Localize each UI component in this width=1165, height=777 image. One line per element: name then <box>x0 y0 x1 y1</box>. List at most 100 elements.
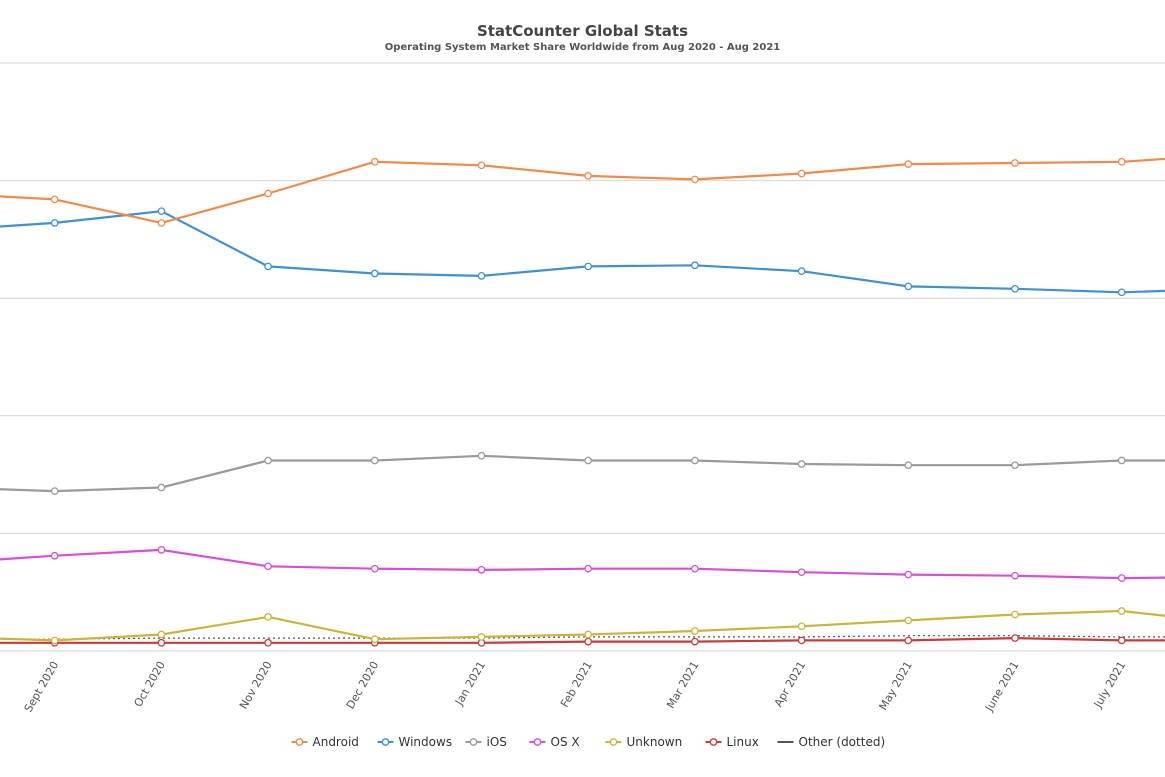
series-unknown <box>0 607 1165 645</box>
data-point[interactable] <box>797 169 806 178</box>
series-linux <box>0 634 1165 647</box>
data-point[interactable] <box>904 160 913 168</box>
data-point[interactable] <box>50 219 59 227</box>
legend-marker <box>609 738 618 746</box>
data-point[interactable] <box>477 272 486 280</box>
series-lines <box>0 157 1165 647</box>
series-line-android <box>0 157 1165 224</box>
data-point[interactable] <box>1011 159 1019 167</box>
data-point[interactable] <box>477 161 486 170</box>
data-point[interactable] <box>50 487 59 495</box>
data-point[interactable] <box>584 262 593 271</box>
data-point[interactable] <box>264 613 272 621</box>
legend-marker <box>533 738 542 746</box>
data-point[interactable] <box>477 633 486 641</box>
series-line-unknown <box>0 609 1165 642</box>
data-point[interactable] <box>691 637 699 646</box>
data-point[interactable] <box>264 189 272 198</box>
x-tick-label: Mar 2021 <box>664 659 701 711</box>
data-point[interactable] <box>477 451 486 460</box>
data-point[interactable] <box>477 566 486 574</box>
legend-item-linux[interactable]: Linux <box>705 735 759 749</box>
data-point[interactable] <box>904 570 913 579</box>
data-point[interactable] <box>264 456 272 465</box>
data-point[interactable] <box>797 622 806 631</box>
legend-label: Windows <box>399 735 453 749</box>
data-point[interactable] <box>370 456 379 465</box>
x-axis-ticks: Sept 2020 Oct 2020 Nov 2020 Dec 2020 Jan 202… <box>22 659 1129 714</box>
data-point[interactable] <box>370 635 379 644</box>
data-point[interactable] <box>584 172 593 180</box>
data-point[interactable] <box>1011 461 1019 470</box>
legend[interactable]: Android Windows iOS OS X Unknown Linux Other (… <box>291 735 886 749</box>
data-point[interactable] <box>904 616 913 625</box>
legend-marker <box>381 738 390 746</box>
data-point[interactable] <box>157 546 166 554</box>
data-point[interactable] <box>1117 574 1126 582</box>
data-point[interactable] <box>157 219 166 227</box>
data-point[interactable] <box>691 261 699 270</box>
legend-item-windows[interactable]: Windows <box>377 735 453 749</box>
data-point[interactable] <box>264 262 272 271</box>
data-point[interactable] <box>584 630 593 639</box>
data-point[interactable] <box>904 636 913 645</box>
data-point[interactable] <box>797 267 806 276</box>
legend-marker <box>709 738 718 746</box>
x-tick-label: Nov 2020 <box>237 659 275 711</box>
legend-item-android[interactable]: Android <box>291 735 359 749</box>
data-point[interactable] <box>157 207 166 216</box>
legend-item-ios[interactable]: iOS <box>465 735 507 749</box>
gridlines <box>0 62 1165 652</box>
data-point[interactable] <box>50 195 59 204</box>
legend-item-os-x[interactable]: OS X <box>529 735 580 749</box>
legend-item-other-dotted[interactable]: Other (dotted) <box>777 735 886 749</box>
x-tick-label: Feb 2021 <box>558 659 595 710</box>
data-point[interactable] <box>584 456 593 465</box>
data-point[interactable] <box>370 564 379 573</box>
data-point[interactable] <box>157 483 166 492</box>
data-point[interactable] <box>797 636 806 645</box>
data-point[interactable] <box>1117 288 1126 297</box>
data-point[interactable] <box>264 562 272 571</box>
series-line-linux <box>0 636 1165 644</box>
data-point[interactable] <box>1011 571 1019 580</box>
data-point[interactable] <box>1011 610 1019 619</box>
legend-label: Other (dotted) <box>799 735 886 749</box>
data-point[interactable] <box>584 564 593 573</box>
data-point[interactable] <box>1117 456 1126 465</box>
legend-label: iOS <box>487 735 507 749</box>
series-line-os-x <box>0 548 1165 580</box>
data-point[interactable] <box>370 269 379 278</box>
data-point[interactable] <box>1011 634 1019 642</box>
data-point[interactable] <box>264 638 272 647</box>
data-point[interactable] <box>370 157 379 166</box>
x-tick-label: June 2021 <box>982 659 1021 714</box>
legend-marker <box>295 738 304 746</box>
data-point[interactable] <box>50 636 59 645</box>
data-point[interactable] <box>797 568 806 577</box>
legend-label: Linux <box>727 735 759 749</box>
data-point[interactable] <box>691 456 699 465</box>
data-point[interactable] <box>797 460 806 468</box>
series-ios <box>0 451 1165 495</box>
data-point[interactable] <box>50 551 59 560</box>
x-tick-label: Oct 2020 <box>131 659 168 709</box>
data-point[interactable] <box>1117 636 1126 645</box>
data-point[interactable] <box>691 627 699 635</box>
x-tick-label: Jan 2021 <box>452 659 488 708</box>
series-line-ios <box>0 454 1165 493</box>
data-point[interactable] <box>691 175 699 184</box>
legend-item-unknown[interactable]: Unknown <box>605 735 683 749</box>
data-point[interactable] <box>584 637 593 646</box>
legend-label: OS X <box>551 735 580 749</box>
data-point[interactable] <box>904 461 913 470</box>
data-point[interactable] <box>1117 157 1126 166</box>
data-point[interactable] <box>691 564 699 573</box>
data-point[interactable] <box>157 638 166 647</box>
data-point[interactable] <box>1117 607 1126 615</box>
x-tick-label: July 2021 <box>1091 659 1128 711</box>
data-point[interactable] <box>157 630 166 639</box>
data-point[interactable] <box>904 282 913 291</box>
data-point[interactable] <box>1011 284 1019 293</box>
